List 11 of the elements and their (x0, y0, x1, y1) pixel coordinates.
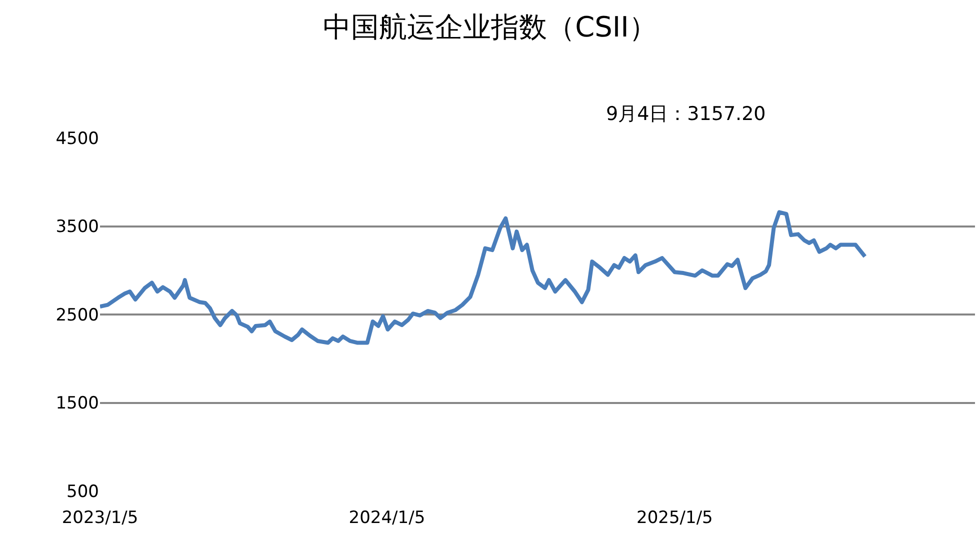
x-tick-label: 2025/1/5 (636, 508, 713, 528)
y-tick-label: 2500 (56, 305, 99, 326)
y-tick-label: 500 (66, 482, 99, 502)
x-tick-label: 2024/1/5 (348, 508, 426, 528)
chart-title: 中国航运企业指数（CSII） (323, 10, 657, 44)
line-series (100, 210, 867, 345)
y-tick-label: 3500 (56, 217, 99, 238)
y-tick-label: 1500 (56, 394, 99, 414)
x-tick-label: 2023/1/5 (62, 508, 138, 528)
y-tick-label: 4500 (56, 128, 99, 149)
text: 9月4日：3157.20 (606, 103, 766, 125)
